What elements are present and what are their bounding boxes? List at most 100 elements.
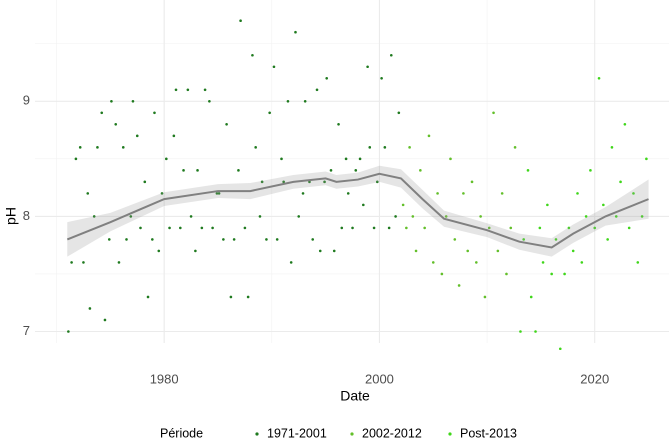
point <box>614 215 618 218</box>
y-tick-label: 8 <box>23 208 30 223</box>
x-tick-label: 1980 <box>150 371 179 386</box>
point <box>229 295 233 299</box>
point <box>397 111 401 115</box>
point <box>88 307 92 310</box>
point <box>351 226 354 230</box>
point <box>405 226 408 230</box>
confidence-band <box>67 165 649 257</box>
point <box>541 261 545 264</box>
point <box>627 226 631 230</box>
legend-label: 1971-2001 <box>267 426 327 440</box>
point <box>337 123 340 126</box>
point <box>571 249 575 253</box>
point <box>251 53 254 57</box>
point <box>196 169 199 172</box>
point <box>401 203 405 207</box>
point <box>589 169 592 172</box>
point <box>375 180 379 184</box>
point <box>538 226 542 230</box>
point <box>282 180 285 184</box>
point <box>576 192 579 195</box>
point <box>179 226 182 230</box>
point <box>254 146 257 149</box>
point <box>315 88 319 92</box>
point <box>268 111 271 115</box>
point <box>332 249 336 253</box>
point <box>487 226 491 230</box>
point <box>645 157 648 161</box>
point <box>151 238 154 241</box>
point <box>483 295 487 299</box>
y-axis-title: pH <box>3 207 19 225</box>
point <box>475 261 478 264</box>
point <box>246 295 250 299</box>
point <box>303 99 307 103</box>
point <box>323 180 326 184</box>
point <box>640 215 644 218</box>
point <box>593 226 597 230</box>
point <box>505 272 508 276</box>
point <box>411 215 415 218</box>
point <box>70 261 73 264</box>
point <box>286 99 290 103</box>
point <box>567 226 571 230</box>
point <box>362 203 365 207</box>
point <box>419 169 422 172</box>
point <box>275 238 279 241</box>
point <box>232 238 236 241</box>
point <box>311 238 315 241</box>
point <box>358 157 362 161</box>
point <box>174 88 178 92</box>
point <box>380 76 383 80</box>
point <box>96 146 99 149</box>
point <box>602 203 605 207</box>
point <box>408 146 411 149</box>
point <box>580 261 584 264</box>
point <box>153 111 156 115</box>
point <box>387 226 391 230</box>
point <box>496 249 500 253</box>
point <box>366 65 369 69</box>
point <box>189 215 193 218</box>
point <box>500 192 504 195</box>
point <box>143 180 147 184</box>
point <box>78 146 82 149</box>
point <box>610 146 614 149</box>
point <box>563 272 566 276</box>
point <box>389 53 393 57</box>
legend-label: 2002-2012 <box>362 426 422 440</box>
point <box>606 238 609 241</box>
point <box>160 192 164 195</box>
point <box>82 261 85 264</box>
point <box>423 226 426 230</box>
point <box>546 203 549 207</box>
point <box>131 99 135 103</box>
point <box>121 146 125 149</box>
point <box>194 249 197 253</box>
point <box>114 123 118 126</box>
point <box>139 226 142 230</box>
point <box>466 249 470 253</box>
point <box>340 226 344 230</box>
point <box>168 226 171 230</box>
point <box>619 180 622 184</box>
legend: Période 1971-2001 2002-2012 Post-2013 <box>160 426 517 440</box>
point <box>344 157 348 161</box>
point <box>203 88 207 92</box>
point <box>107 238 111 241</box>
point <box>449 157 452 161</box>
point <box>526 169 530 172</box>
point <box>414 249 418 253</box>
point <box>125 238 128 241</box>
point <box>325 76 329 80</box>
point <box>457 284 461 287</box>
point <box>217 192 221 195</box>
point <box>92 215 96 218</box>
legend-key <box>448 432 452 436</box>
point <box>289 261 293 264</box>
point <box>354 169 358 172</box>
point <box>135 134 139 138</box>
point <box>308 180 311 184</box>
point <box>215 192 219 195</box>
point <box>301 192 305 195</box>
